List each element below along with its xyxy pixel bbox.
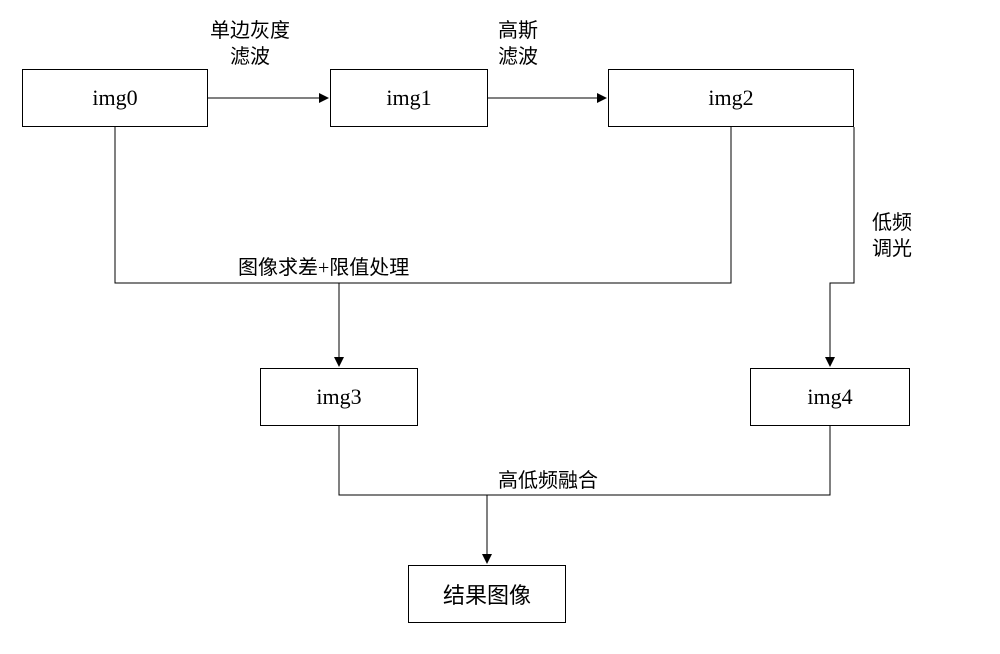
node-img2: img2 <box>608 69 854 127</box>
node-label: img3 <box>316 384 361 410</box>
node-img1: img1 <box>330 69 488 127</box>
edge-label-3: 图像求差+限值处理 <box>238 255 409 281</box>
node-label: img0 <box>92 85 137 111</box>
node-result: 结果图像 <box>408 565 566 623</box>
node-label: img2 <box>708 85 753 111</box>
edge-label-4: 低频 调光 <box>872 210 912 262</box>
node-img0: img0 <box>22 69 208 127</box>
node-label: 结果图像 <box>443 578 531 610</box>
node-label: img4 <box>807 384 852 410</box>
node-label: img1 <box>386 85 431 111</box>
edge-label-5: 高低频融合 <box>498 468 598 494</box>
node-img4: img4 <box>750 368 910 426</box>
edge-label-2: 高斯 滤波 <box>498 18 538 70</box>
edge-label-1: 单边灰度 滤波 <box>210 18 290 70</box>
node-img3: img3 <box>260 368 418 426</box>
